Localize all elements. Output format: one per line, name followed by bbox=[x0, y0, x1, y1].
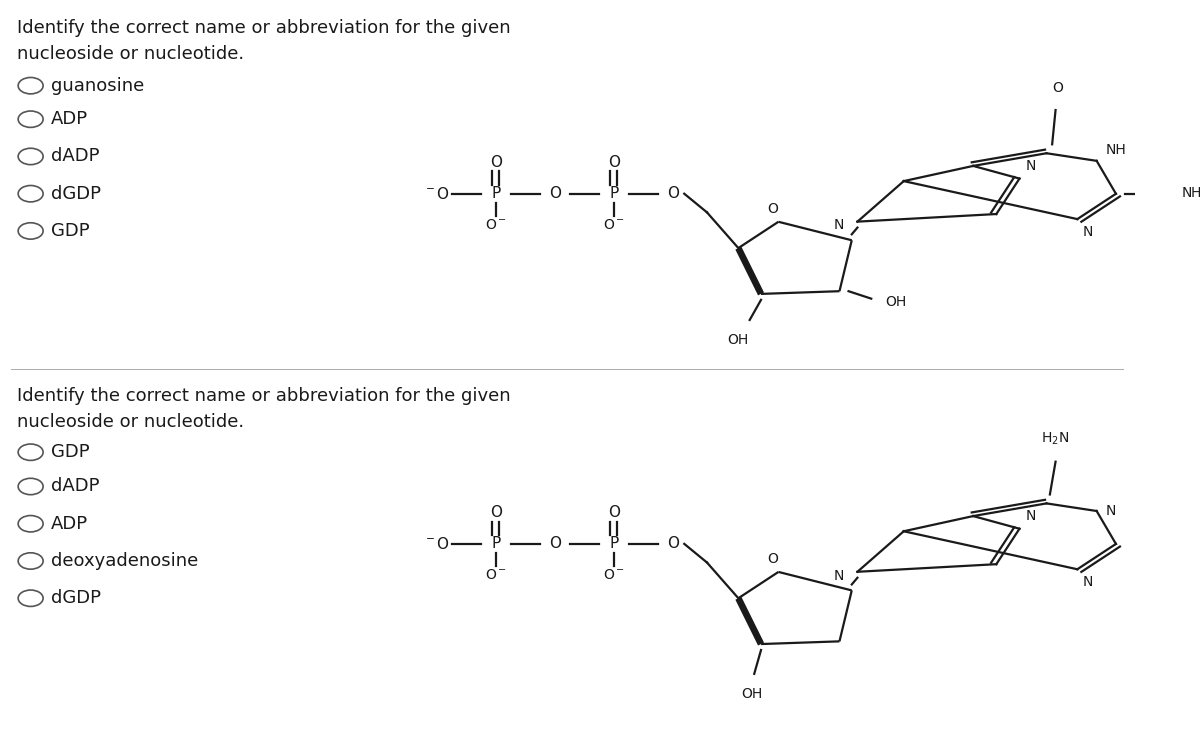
Text: O: O bbox=[490, 155, 502, 170]
Text: GDP: GDP bbox=[52, 443, 90, 461]
Text: dGDP: dGDP bbox=[52, 185, 101, 203]
Text: N: N bbox=[1105, 504, 1116, 518]
Text: $^-$O: $^-$O bbox=[424, 536, 450, 552]
Text: $^-$O: $^-$O bbox=[424, 186, 450, 202]
Text: O: O bbox=[490, 505, 502, 520]
Text: O: O bbox=[608, 155, 620, 170]
Text: O: O bbox=[548, 186, 560, 201]
Text: nucleoside or nucleotide.: nucleoside or nucleotide. bbox=[17, 45, 244, 63]
Text: OH: OH bbox=[884, 295, 906, 309]
Text: dADP: dADP bbox=[52, 148, 100, 165]
Text: Identify the correct name or abbreviation for the given: Identify the correct name or abbreviatio… bbox=[17, 19, 511, 37]
Text: OH: OH bbox=[742, 687, 762, 701]
Text: GDP: GDP bbox=[52, 222, 90, 240]
Text: O: O bbox=[1052, 81, 1063, 95]
Text: O: O bbox=[667, 536, 679, 551]
Text: P: P bbox=[610, 536, 618, 551]
Text: nucleoside or nucleotide.: nucleoside or nucleotide. bbox=[17, 413, 244, 431]
Text: N: N bbox=[1084, 225, 1093, 239]
Text: N: N bbox=[1025, 159, 1036, 173]
Text: O: O bbox=[548, 536, 560, 551]
Text: O: O bbox=[667, 186, 679, 201]
Text: N: N bbox=[1025, 509, 1036, 523]
Text: O$^-$: O$^-$ bbox=[602, 218, 625, 232]
Text: OH: OH bbox=[727, 333, 749, 347]
Text: NH: NH bbox=[1105, 143, 1127, 157]
Text: O$^-$: O$^-$ bbox=[485, 568, 506, 582]
Text: P: P bbox=[491, 186, 500, 201]
Text: O: O bbox=[608, 505, 620, 520]
Text: H$_2$N: H$_2$N bbox=[1042, 431, 1069, 447]
Text: O$^-$: O$^-$ bbox=[602, 568, 625, 582]
Text: N: N bbox=[834, 218, 844, 232]
Text: ADP: ADP bbox=[52, 110, 88, 128]
Text: Identify the correct name or abbreviation for the given: Identify the correct name or abbreviatio… bbox=[17, 387, 511, 405]
Text: P: P bbox=[610, 186, 618, 201]
Text: O$^-$: O$^-$ bbox=[485, 218, 506, 232]
Text: O: O bbox=[767, 202, 778, 216]
Text: ADP: ADP bbox=[52, 515, 88, 533]
Text: NH$_2$: NH$_2$ bbox=[1181, 186, 1200, 202]
Text: O: O bbox=[767, 552, 778, 566]
Text: dGDP: dGDP bbox=[52, 589, 101, 607]
Text: guanosine: guanosine bbox=[52, 77, 144, 95]
Text: N: N bbox=[1084, 575, 1093, 589]
Text: deoxyadenosine: deoxyadenosine bbox=[52, 552, 198, 570]
Text: P: P bbox=[491, 536, 500, 551]
Text: dADP: dADP bbox=[52, 478, 100, 495]
Text: N: N bbox=[834, 568, 844, 583]
